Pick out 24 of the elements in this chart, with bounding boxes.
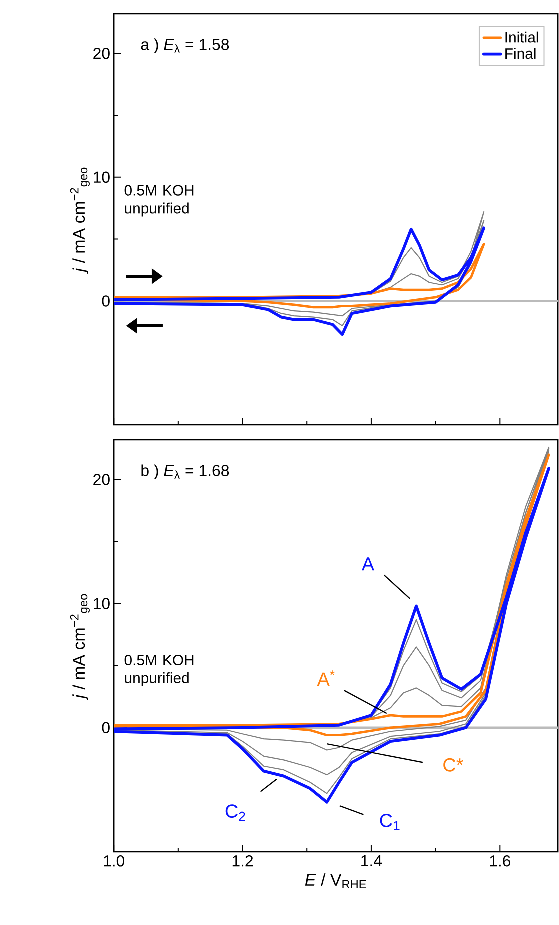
y-tick-label: 20 bbox=[94, 48, 110, 60]
annotation: C$_{1}$ bbox=[380, 814, 400, 830]
x-tick-label: 1.0 bbox=[104, 856, 124, 867]
x-axis-title: E / V$_{RHE}$ bbox=[305, 874, 366, 888]
annotation: C* bbox=[444, 758, 464, 772]
y-axis-title: j / mA cm$^{−2}$geo bbox=[70, 594, 90, 701]
x-tick-label: 1.4 bbox=[362, 856, 382, 866]
y-tick-label: 10 bbox=[94, 172, 110, 184]
y-axis-title: j / mA cm$^{−2}$geo bbox=[70, 168, 90, 274]
legend-label: Initial bbox=[506, 32, 538, 43]
x-tick-label: 1.2 bbox=[232, 856, 254, 867]
text: a ) E$_{λ}$ = 1.58 bbox=[141, 38, 230, 54]
y-tick-label: 0 bbox=[102, 722, 110, 734]
x-tick-label: 1.6 bbox=[490, 856, 510, 867]
y-tick-label: 10 bbox=[94, 598, 110, 610]
annotation: C$_{2}$ bbox=[226, 804, 246, 822]
y-tick-label: 0 bbox=[102, 296, 110, 307]
annotation: A$^{*}$ bbox=[317, 670, 335, 686]
text: b ) E$_{λ}$ = 1.68 bbox=[142, 464, 230, 480]
legend-label: Final bbox=[506, 48, 536, 60]
annotation: 0.5M KOH unpurified bbox=[124, 185, 194, 217]
y-tick-label: 20 bbox=[94, 474, 110, 486]
annotation: A bbox=[362, 558, 374, 571]
annotation: 0.5M KOH unpurified bbox=[124, 654, 194, 686]
